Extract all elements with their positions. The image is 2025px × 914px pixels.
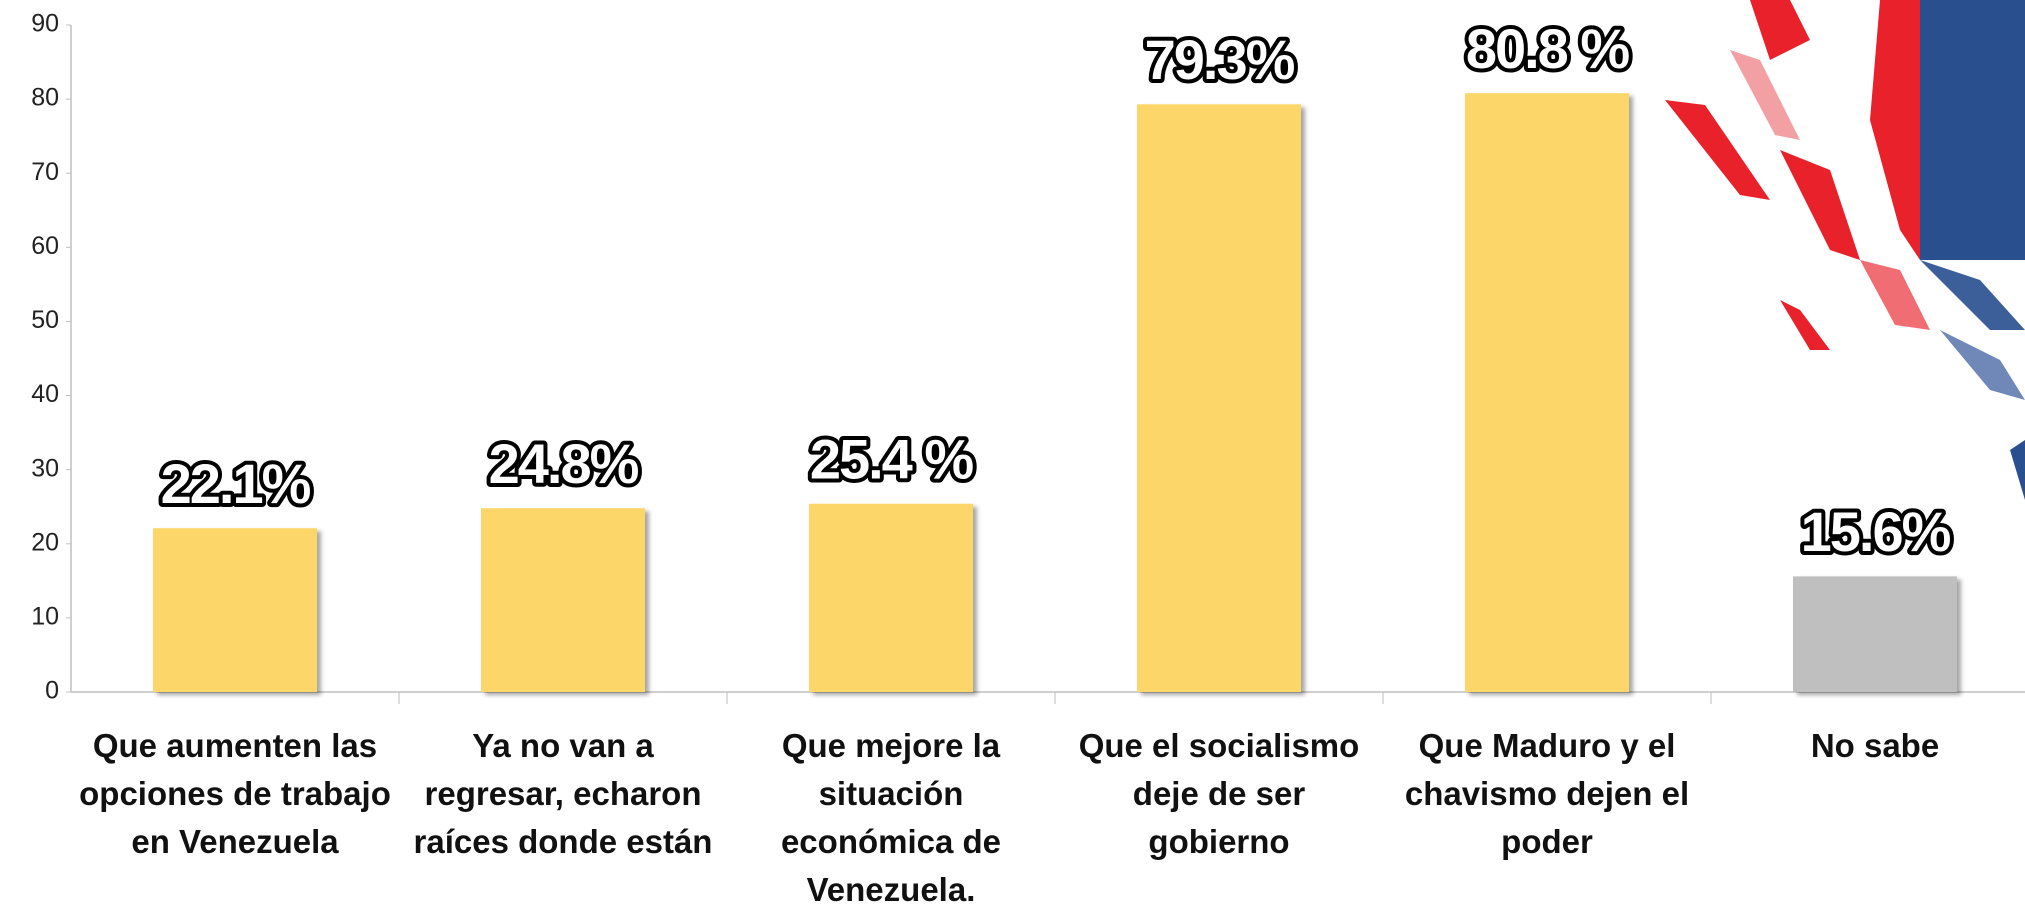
y-tick-label: 80 — [31, 84, 59, 112]
y-tick-label: 30 — [31, 454, 59, 482]
y-tick-label: 90 — [31, 10, 59, 38]
x-tick-label: Que aumenten las opciones de trabajo en … — [79, 727, 391, 860]
value-label: 25.4 % — [810, 428, 974, 491]
y-tick-label: 50 — [31, 306, 59, 334]
flag-decoration — [1665, 0, 2025, 500]
bar — [1137, 104, 1301, 692]
y-tick-label: 20 — [31, 528, 59, 556]
value-label: 24.8% — [489, 432, 639, 495]
x-tick-label: No sabe — [1810, 727, 1940, 764]
bar — [153, 528, 317, 692]
bar — [1793, 576, 1957, 692]
x-tick-label: Que Maduro y el chavismo dejen el poder — [1404, 727, 1690, 860]
value-label: 15.6% — [1801, 500, 1951, 563]
value-label: 79.3% — [1145, 28, 1295, 91]
x-tick-label: Que el socialismo deje de ser gobierno — [1078, 727, 1360, 860]
y-tick-label: 70 — [31, 158, 59, 186]
y-tick-label: 40 — [31, 380, 59, 408]
bar — [1465, 93, 1629, 692]
y-tick-label: 10 — [31, 602, 59, 630]
y-tick-label: 0 — [45, 677, 59, 705]
bar — [481, 508, 645, 692]
x-tick-label: Que mejore la situación económica de Ven… — [780, 727, 1002, 908]
value-label: 80.8 % — [1466, 17, 1630, 80]
bar — [809, 503, 973, 692]
value-label: 22.1% — [161, 452, 311, 515]
y-tick-label: 60 — [31, 232, 59, 260]
x-tick-label: Ya no van a regresar, echaron raíces don… — [413, 727, 713, 860]
